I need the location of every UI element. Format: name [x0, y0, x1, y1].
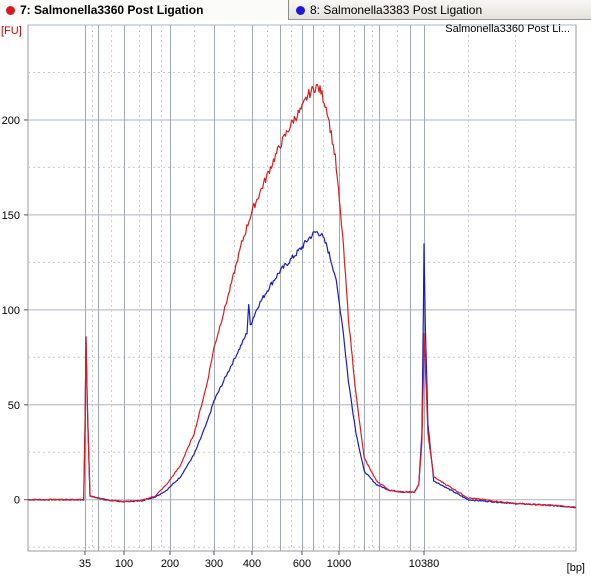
tab-sample-8-label: Salmonella3383 Post Ligation	[323, 3, 483, 17]
sample-tab-bar: 7: Salmonella3360 Post Ligation 8: Salmo…	[0, 0, 591, 20]
y-tick-label: 100	[2, 305, 20, 317]
sample-8-color-dot-icon	[296, 5, 305, 15]
x-tick-label: 1000	[327, 558, 351, 570]
x-tick-label: 10380	[409, 558, 440, 570]
x-tick-label: 35	[79, 558, 91, 570]
tab-sample-7-index: 7:	[20, 3, 31, 17]
y-tick-label: 50	[8, 400, 20, 412]
ladder-lines	[85, 25, 516, 551]
tab-sample-8-index: 8:	[310, 3, 321, 17]
y-axis-ticks: 0 50 100 150 200	[2, 115, 28, 507]
x-axis-ticks: 35 100 200 300 400 600 1000 10380	[79, 551, 439, 570]
tab-sample-7[interactable]: 7: Salmonella3360 Post Ligation	[0, 0, 289, 20]
x-tick-label: 100	[115, 558, 133, 570]
x-axis-label: [bp]	[567, 562, 585, 574]
series-line-sample-7	[27, 83, 576, 509]
y-axis-label: [FU]	[1, 25, 22, 37]
chart-title: Salmonella3360 Post Li...	[445, 23, 570, 35]
tab-sample-7-label: Salmonella3360 Post Ligation	[34, 3, 204, 17]
tab-sample-8[interactable]: 8: Salmonella3383 Post Ligation	[290, 0, 591, 20]
sample-7-color-dot-icon	[6, 5, 15, 15]
series-group	[27, 83, 577, 509]
y-tick-label: 150	[2, 210, 20, 222]
y-tick-label: 0	[14, 495, 20, 507]
y-tick-label: 200	[2, 115, 20, 127]
x-tick-label: 300	[205, 558, 223, 570]
x-tick-label: 400	[243, 558, 261, 570]
x-tick-label: 600	[293, 558, 311, 570]
x-tick-label: 200	[161, 558, 179, 570]
